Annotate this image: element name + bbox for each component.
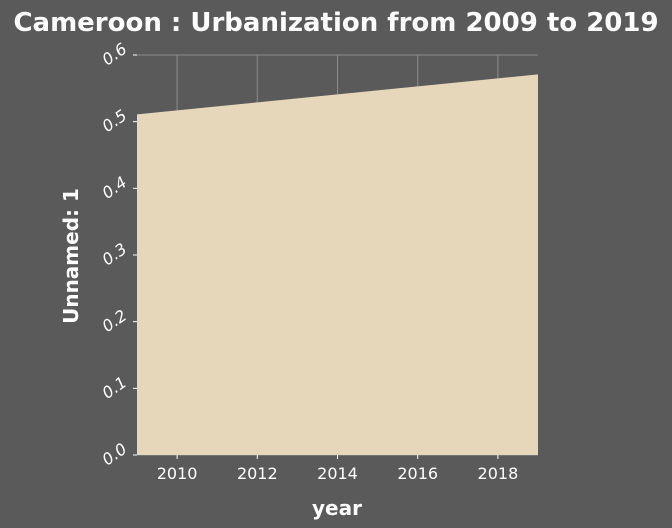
plot-area	[136, 54, 539, 456]
y-tick-label: 0.4	[99, 172, 131, 202]
chart-title: Cameroon : Urbanization from 2009 to 201…	[13, 8, 658, 38]
y-tick-label: 0.1	[99, 372, 131, 402]
x-axis-label: year	[312, 496, 362, 520]
y-axis-label: Unnamed: 1	[59, 188, 83, 324]
x-tick-label: 2016	[397, 464, 438, 483]
x-tick-label: 2012	[237, 464, 278, 483]
x-tick-label: 2014	[317, 464, 358, 483]
x-tick-label: 2018	[478, 464, 519, 483]
y-tick-label: 0.2	[99, 306, 131, 336]
y-tick-label: 0.6	[99, 39, 131, 69]
y-tick-label: 0.3	[99, 239, 131, 269]
y-tick-label: 0.5	[99, 106, 131, 136]
y-tick-label: 0.0	[99, 439, 131, 469]
area-series	[137, 74, 538, 455]
x-tick-label: 2010	[157, 464, 198, 483]
